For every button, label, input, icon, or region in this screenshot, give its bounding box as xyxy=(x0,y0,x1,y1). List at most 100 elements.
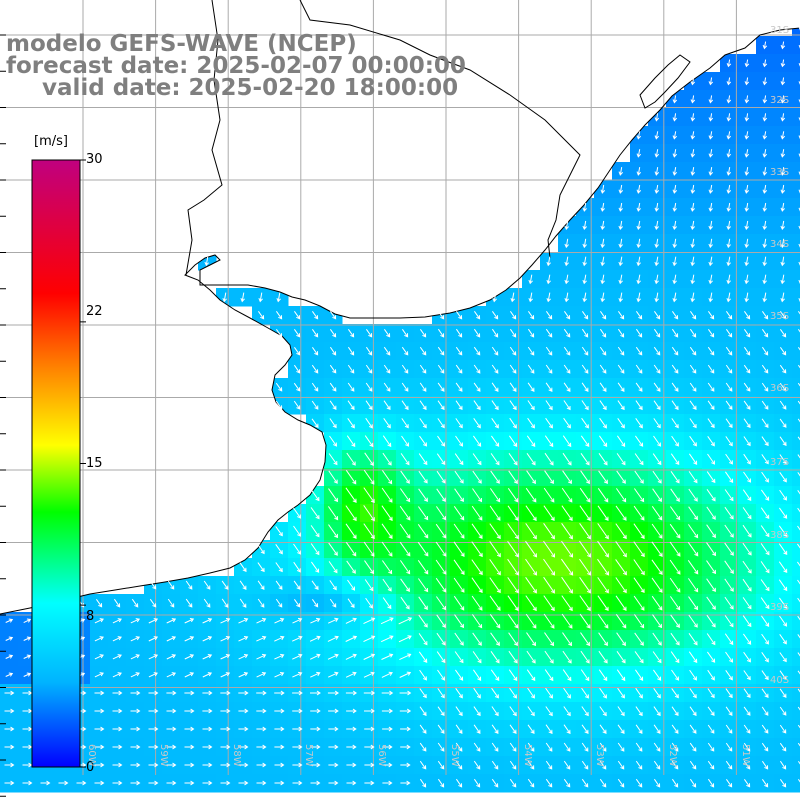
wind-arrow xyxy=(615,488,627,503)
wind-arrow xyxy=(669,523,681,539)
wind-arrow xyxy=(112,672,122,678)
wind-arrow xyxy=(654,202,659,212)
wind-arrow xyxy=(507,488,519,503)
wind-arrow xyxy=(671,724,679,734)
wind-arrow xyxy=(581,760,589,770)
wind-arrow xyxy=(562,669,572,682)
wind-arrow xyxy=(491,418,499,429)
wind-arrow xyxy=(600,292,605,303)
wind-arrow xyxy=(617,724,625,734)
wind-arrow xyxy=(94,780,105,786)
wind-arrow xyxy=(471,541,483,558)
wind-arrow xyxy=(653,382,661,392)
wind-arrow xyxy=(634,435,644,447)
wind-arrow xyxy=(437,435,446,447)
wind-arrow xyxy=(744,167,750,176)
wind-arrow xyxy=(653,311,661,320)
wind-arrow xyxy=(560,558,574,576)
wind-arrow xyxy=(598,650,608,664)
wind-arrow xyxy=(564,256,569,267)
wind-arrow xyxy=(345,690,358,696)
wind-arrow xyxy=(76,780,87,786)
wind-arrow xyxy=(436,614,446,628)
wind-arrow xyxy=(599,364,607,374)
wind-cell xyxy=(792,594,800,613)
wind-arrow xyxy=(581,382,589,392)
wind-arrow xyxy=(615,614,627,629)
wind-arrow xyxy=(311,418,319,428)
wind-arrow xyxy=(148,744,159,750)
wind-arrow xyxy=(435,523,447,539)
wind-arrow xyxy=(274,726,285,732)
wind-arrow xyxy=(725,760,733,770)
wind-arrow xyxy=(527,778,535,788)
wind-arrow xyxy=(399,671,412,678)
wind-arrow xyxy=(293,347,301,356)
wind-arrow xyxy=(761,400,769,410)
wind-arrow xyxy=(580,470,590,485)
wind-arrow xyxy=(527,706,535,717)
wind-arrow xyxy=(779,311,787,320)
wind-arrow xyxy=(471,523,483,539)
lat-label-35s: 35S xyxy=(770,311,790,322)
wind-arrow xyxy=(761,652,769,663)
wind-cell xyxy=(792,216,800,235)
wind-arrow xyxy=(672,274,677,285)
wind-arrow xyxy=(760,579,770,592)
wind-arrow xyxy=(95,599,103,608)
wind-arrow xyxy=(58,780,69,786)
wind-arrow xyxy=(798,298,800,303)
wind-arrow xyxy=(184,780,195,786)
wind-arrow xyxy=(399,541,411,557)
wind-arrow xyxy=(401,364,409,374)
wind-arrow xyxy=(761,311,769,320)
wind-arrow xyxy=(345,635,358,642)
wind-arrow xyxy=(220,708,231,714)
wind-arrow xyxy=(581,687,589,699)
wind-arrow xyxy=(220,654,231,660)
wind-arrow xyxy=(400,596,410,610)
wind-arrow xyxy=(112,636,122,642)
wind-arrow xyxy=(653,742,661,752)
wind-cell xyxy=(792,486,800,505)
wind-arrow xyxy=(148,762,159,768)
wind-arrow xyxy=(203,580,211,590)
wind-arrow xyxy=(380,635,394,643)
wind-arrow xyxy=(471,614,483,629)
wind-arrow xyxy=(293,507,302,519)
wind-arrow xyxy=(797,364,800,369)
wind-arrow xyxy=(633,559,645,576)
wind-arrow xyxy=(797,507,800,513)
wind-arrow xyxy=(579,505,591,522)
wind-arrow xyxy=(525,523,537,540)
wind-arrow xyxy=(636,220,641,231)
wind-arrow xyxy=(687,560,699,575)
wind-arrow xyxy=(184,654,195,660)
wind-arrow xyxy=(380,617,394,625)
wind-arrow xyxy=(473,687,481,699)
wind-arrow xyxy=(345,671,357,678)
wind-arrow xyxy=(238,708,249,714)
wind-arrow xyxy=(437,346,445,356)
lon-label-57w: 57W xyxy=(303,744,314,767)
wind-arrow xyxy=(688,614,698,628)
wind-arrow xyxy=(617,364,625,374)
wind-arrow xyxy=(347,346,355,356)
wind-arrow xyxy=(581,417,589,429)
wind-arrow xyxy=(275,329,283,338)
wind-arrow xyxy=(652,651,662,664)
wind-arrow xyxy=(544,435,554,448)
wind-arrow xyxy=(527,760,535,770)
wind-arrow xyxy=(130,654,140,660)
wind-arrow xyxy=(743,329,751,338)
wind-arrow xyxy=(472,632,482,646)
wind-arrow xyxy=(689,742,697,752)
wind-arrow xyxy=(761,454,769,465)
wind-arrow xyxy=(778,579,788,592)
wind-arrow xyxy=(798,153,800,158)
wind-arrow xyxy=(725,779,733,788)
wind-arrow xyxy=(707,311,715,320)
wind-arrow xyxy=(562,470,572,485)
wind-arrow xyxy=(760,525,770,538)
wind-arrow xyxy=(346,452,356,466)
